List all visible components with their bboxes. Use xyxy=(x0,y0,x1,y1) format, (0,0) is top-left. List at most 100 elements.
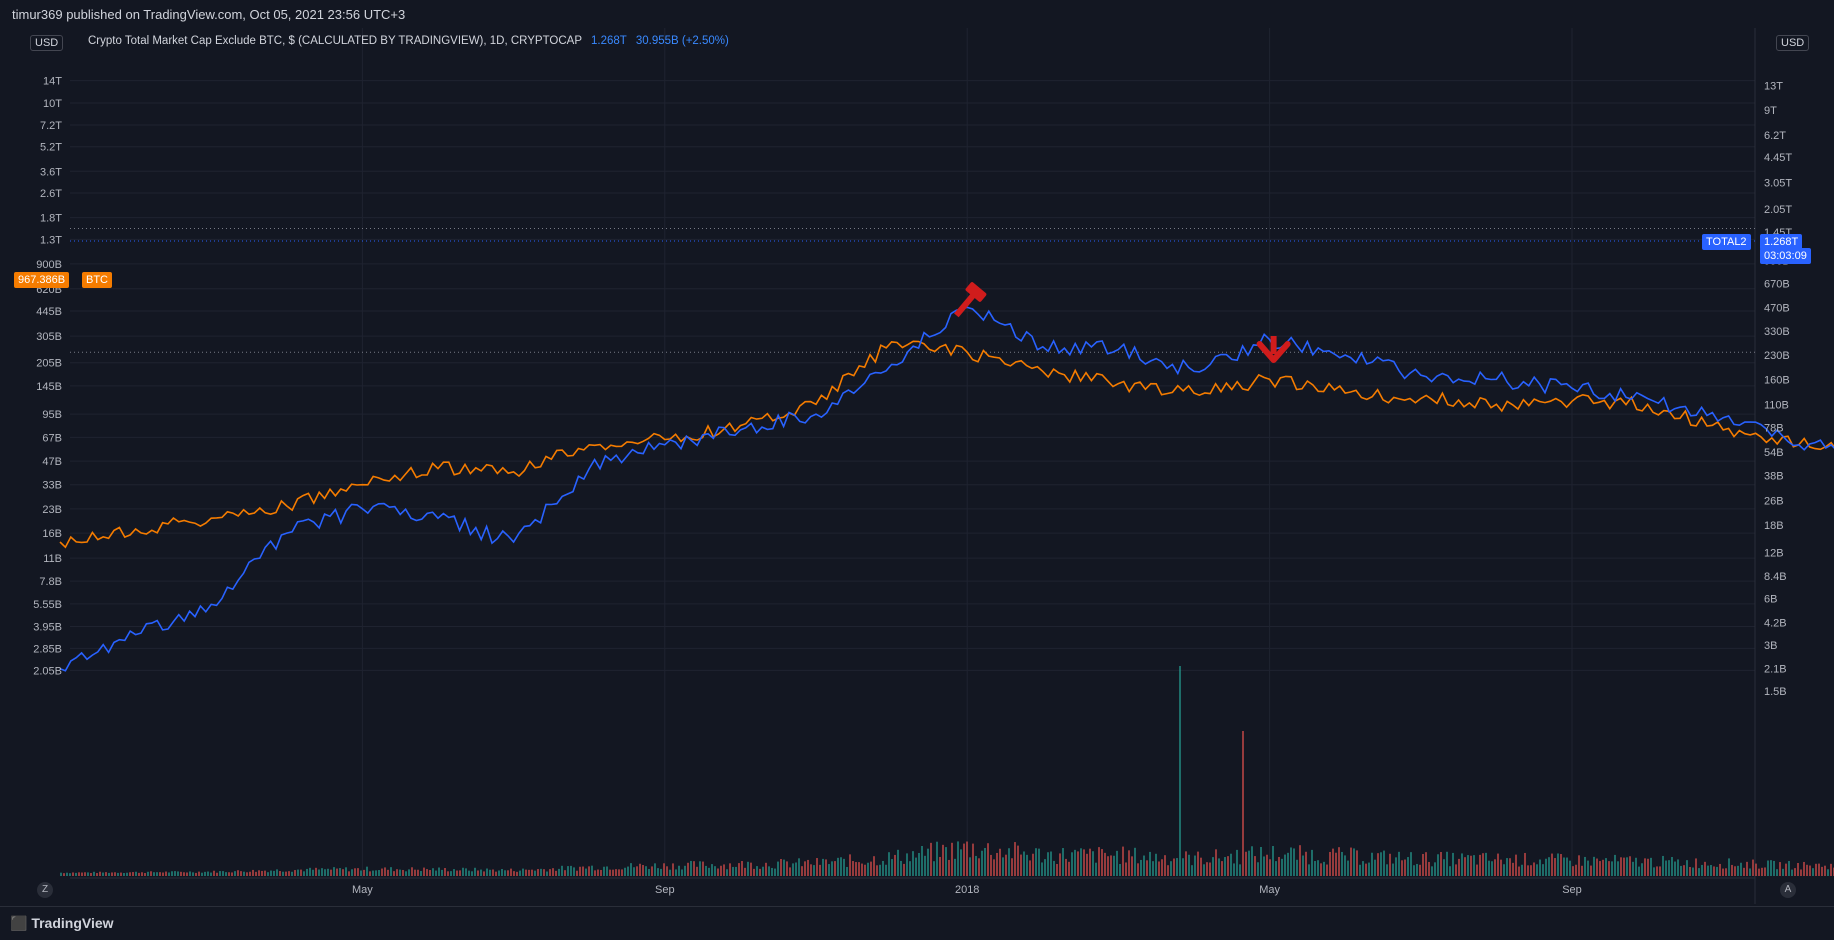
volume-bar xyxy=(390,867,392,876)
volume-bar xyxy=(411,867,413,876)
volume-bar xyxy=(1737,865,1739,876)
volume-bar xyxy=(759,868,761,876)
volume-bar xyxy=(1491,861,1493,876)
left-axis-label: 1.3T xyxy=(40,234,62,246)
volume-bar xyxy=(369,871,371,876)
volume-bar xyxy=(393,871,395,876)
right-axis-label: 26B xyxy=(1764,496,1784,508)
volume-bar xyxy=(216,872,218,876)
volume-bar xyxy=(96,873,98,876)
volume-bar xyxy=(324,869,326,876)
volume-bar xyxy=(93,871,95,876)
volume-bar xyxy=(1830,863,1832,876)
volume-bar xyxy=(1302,855,1304,876)
volume-bar xyxy=(867,862,869,876)
volume-bar xyxy=(1581,865,1583,876)
volume-bar xyxy=(1503,864,1505,876)
volume-bar xyxy=(885,864,887,876)
volume-bar xyxy=(1599,861,1601,876)
auto-scale-button[interactable]: A xyxy=(1780,882,1796,898)
volume-bar xyxy=(105,872,107,876)
volume-bar xyxy=(1425,852,1427,876)
volume-bar xyxy=(1584,856,1586,876)
tradingview-logo[interactable]: ⬛ TradingView xyxy=(10,915,114,932)
volume-bar xyxy=(663,863,665,876)
volume-bar xyxy=(261,870,263,876)
volume-bar xyxy=(774,868,776,876)
volume-bar xyxy=(1806,864,1808,876)
volume-bar xyxy=(1206,862,1208,876)
volume-bar xyxy=(600,869,602,876)
volume-bar xyxy=(990,854,992,876)
time-axis[interactable]: MaySep2018MaySep2019MaySep2020MaySep2021… xyxy=(352,884,1834,896)
volume-bar xyxy=(300,869,302,876)
volume-bar xyxy=(1272,846,1274,876)
volume-bar xyxy=(1314,861,1316,876)
volume-bar xyxy=(567,866,569,876)
volume-bar xyxy=(294,870,296,876)
volume-bar xyxy=(804,861,806,876)
volume-bar xyxy=(654,863,656,876)
volume-bar xyxy=(1395,857,1397,876)
volume-bar xyxy=(183,872,185,876)
volume-bar xyxy=(984,847,986,876)
volume-bar xyxy=(1608,861,1610,876)
volume-bar xyxy=(903,863,905,876)
volume-bar xyxy=(1620,857,1622,876)
volume-bar xyxy=(1320,863,1322,876)
currency-right[interactable]: USD xyxy=(1776,35,1810,51)
volume-bar xyxy=(1350,847,1352,876)
volume-bar xyxy=(678,865,680,876)
volume-bar xyxy=(1158,861,1160,876)
volume-bar xyxy=(696,866,698,876)
volume-bar xyxy=(1671,856,1673,876)
volume-bar xyxy=(1332,848,1334,876)
volume-bar xyxy=(255,871,257,876)
volume-bar xyxy=(1815,863,1817,876)
tv-logo-icon: ⬛ xyxy=(10,915,32,931)
volume-bar xyxy=(699,861,701,876)
volume-bar xyxy=(1506,858,1508,876)
volume-bar xyxy=(987,843,989,876)
volume-bar xyxy=(1209,862,1211,876)
volume-bar xyxy=(1242,731,1244,876)
z-button[interactable]: Z xyxy=(37,882,53,898)
volume-bar xyxy=(1083,849,1085,876)
x-tick-label: May xyxy=(1259,884,1280,896)
volume-bar xyxy=(510,868,512,876)
volume-bar xyxy=(1566,857,1568,876)
volume-bar xyxy=(1743,867,1745,876)
volume-bar xyxy=(1119,864,1121,876)
right-price-axis[interactable]: 13T9T6.2T4.45T3.05T2.05T1.45T950B670B470… xyxy=(1764,81,1792,699)
volume-bar xyxy=(1419,864,1421,876)
volume-bar xyxy=(711,864,713,876)
currency-left[interactable]: USD xyxy=(30,35,64,51)
volume-bar xyxy=(441,869,443,876)
volume-bar xyxy=(837,857,839,876)
volume-bar xyxy=(894,854,896,876)
volume-bar xyxy=(753,868,755,876)
volume-bar xyxy=(1668,860,1670,876)
volume-bar xyxy=(762,866,764,876)
price-chart[interactable]: 14T10T7.2T5.2T3.6T2.6T1.8T1.3T900B620B44… xyxy=(0,0,1834,906)
volume-bar xyxy=(198,871,200,876)
volume-bar xyxy=(462,867,464,876)
volume-bar xyxy=(1749,868,1751,876)
symbol-legend[interactable]: Crypto Total Market Cap Exclude BTC, $ (… xyxy=(88,35,729,47)
volume-bar xyxy=(1449,866,1451,876)
volume-bar xyxy=(1653,867,1655,876)
left-price-axis[interactable]: 14T10T7.2T5.2T3.6T2.6T1.8T1.3T900B620B44… xyxy=(33,76,62,678)
volume-bar xyxy=(840,857,842,876)
volume-bar xyxy=(891,859,893,876)
volume-bar xyxy=(1827,869,1829,876)
volume-bar xyxy=(1368,862,1370,876)
volume-bar xyxy=(834,861,836,876)
volume-bar xyxy=(819,864,821,876)
volume-bar xyxy=(1485,852,1487,876)
volume-bar xyxy=(558,868,560,876)
volume-bar xyxy=(381,868,383,876)
volume-bar xyxy=(1077,851,1079,876)
volume-bar xyxy=(450,871,452,876)
volume-bar xyxy=(492,869,494,876)
volume-bar xyxy=(1725,868,1727,876)
